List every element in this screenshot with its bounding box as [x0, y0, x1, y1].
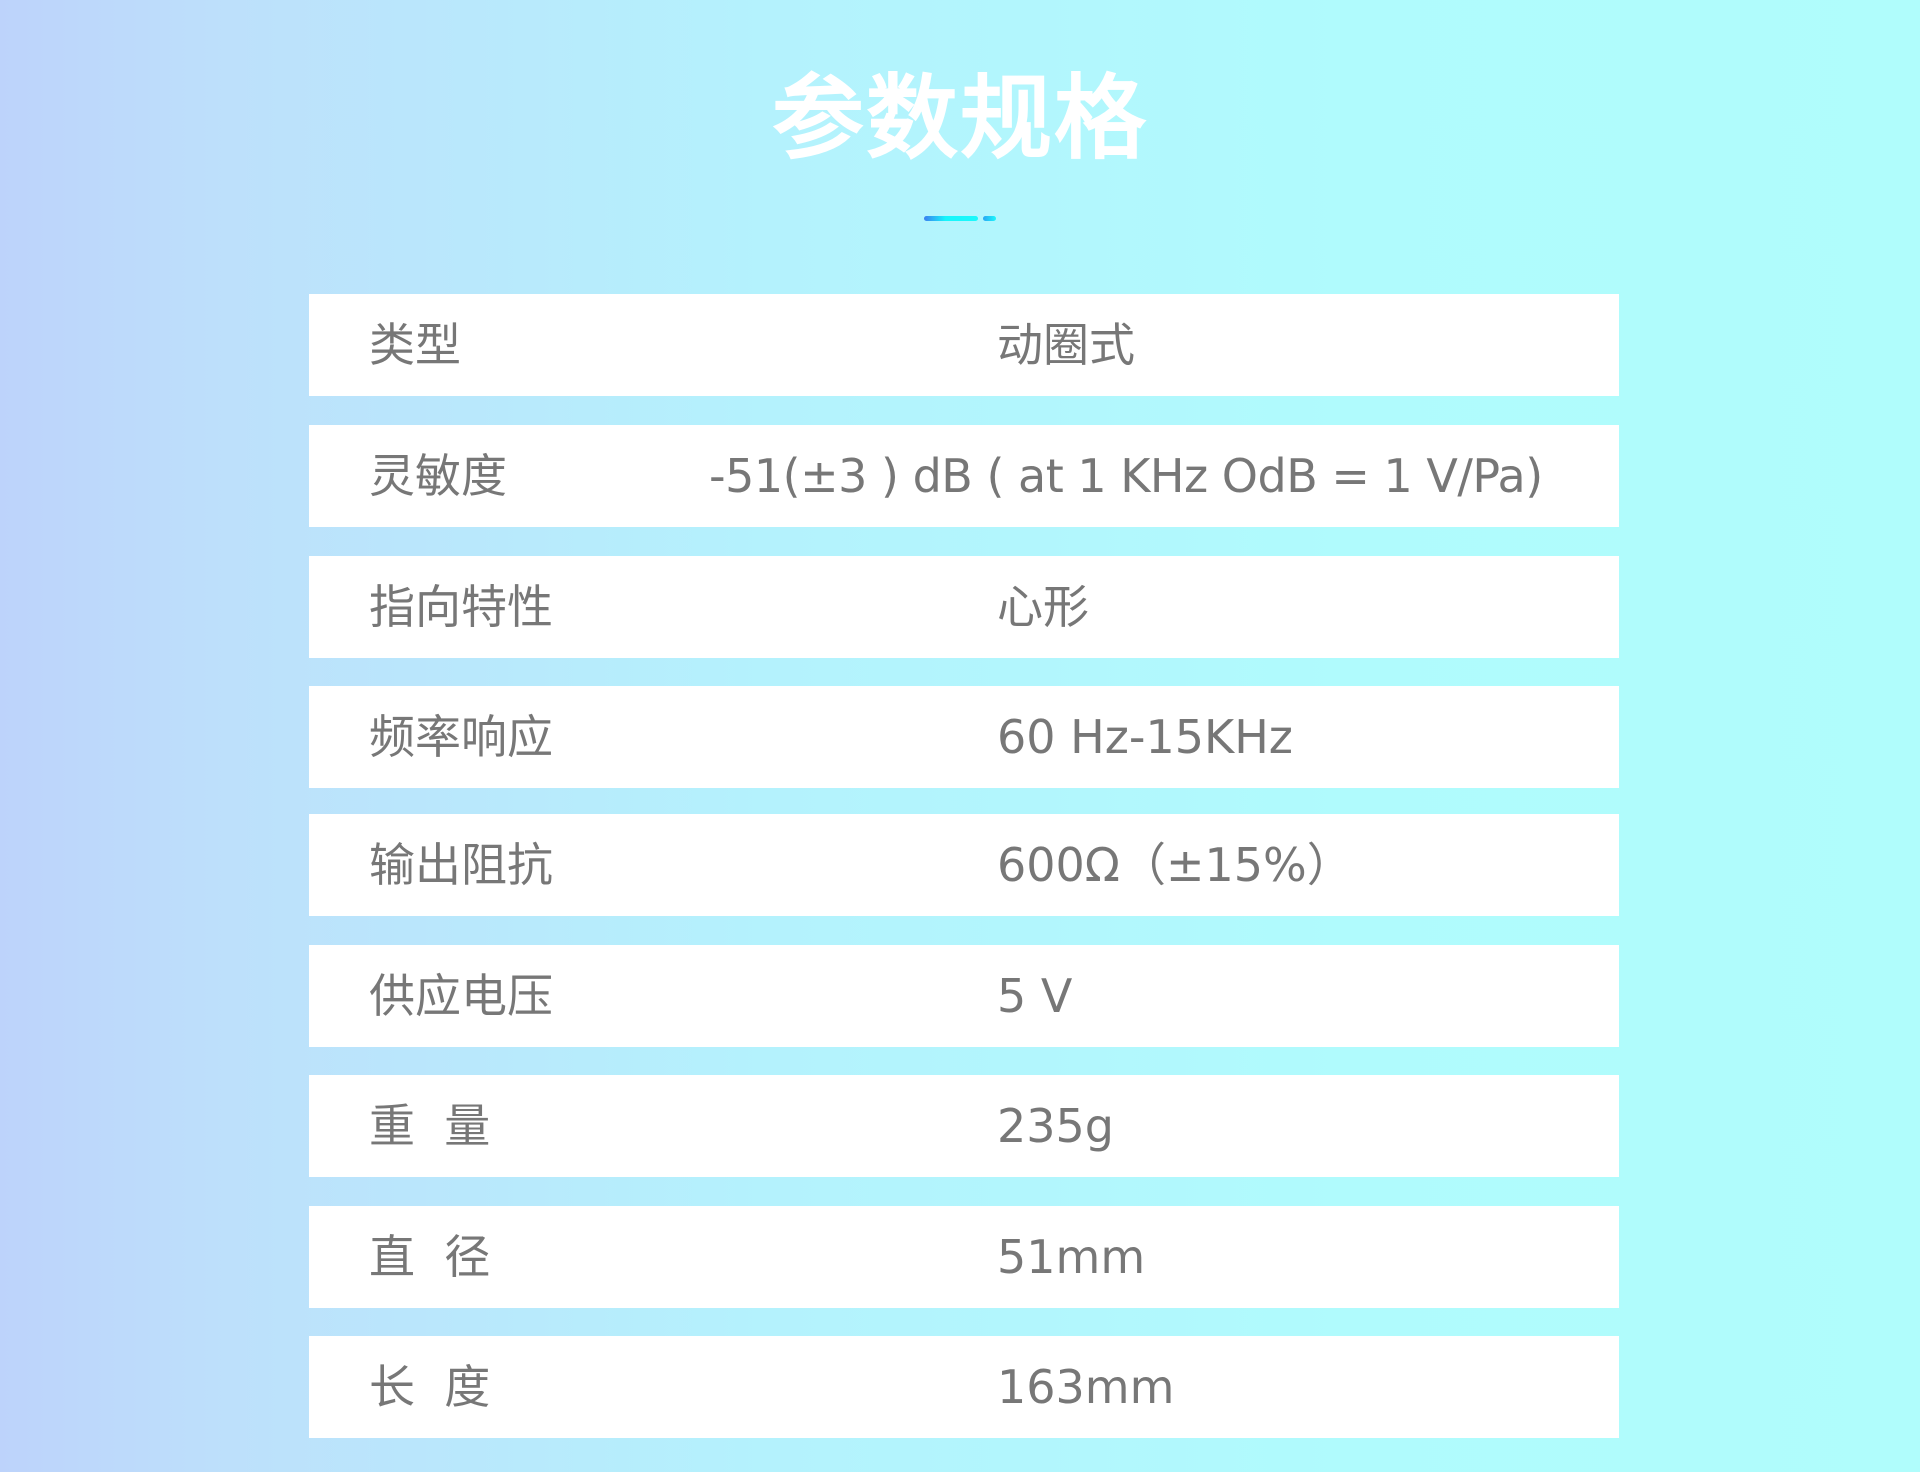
spec-label: 输出阻抗	[369, 838, 553, 892]
spec-row: 供应电压 5 V	[309, 945, 1619, 1047]
spec-value: 163mm	[997, 1360, 1175, 1414]
spec-row: 灵敏度 -51(±3 ) dB ( at 1 KHz OdB = 1 V/Pa)	[309, 425, 1619, 527]
spec-label: 类型	[369, 318, 461, 372]
spec-label: 指向特性	[369, 580, 553, 634]
spec-value: 235g	[997, 1099, 1114, 1153]
spec-value: 心形	[997, 580, 1089, 634]
spec-label: 直 径	[369, 1230, 491, 1284]
spec-label: 长 度	[369, 1360, 491, 1414]
spec-label: 灵敏度	[369, 449, 507, 503]
spec-row: 指向特性 心形	[309, 556, 1619, 658]
divider-bar-long	[924, 216, 978, 221]
spec-row: 输出阻抗 600Ω（±15%）	[309, 814, 1619, 916]
spec-label: 重 量	[369, 1099, 491, 1153]
spec-value: 60 Hz-15KHz	[997, 710, 1293, 764]
spec-value: 5 V	[997, 969, 1073, 1023]
spec-value: -51(±3 ) dB ( at 1 KHz OdB = 1 V/Pa)	[709, 449, 1543, 503]
spec-row: 长 度 163mm	[309, 1336, 1619, 1438]
divider-bar-short	[983, 216, 996, 221]
spec-label: 供应电压	[369, 969, 553, 1023]
page-title: 参数规格	[771, 65, 1148, 172]
spec-row: 频率响应 60 Hz-15KHz	[309, 686, 1619, 788]
spec-value: 600Ω（±15%）	[997, 838, 1353, 892]
spec-label: 频率响应	[369, 710, 553, 764]
spec-row: 直 径 51mm	[309, 1206, 1619, 1308]
spec-value: 动圈式	[997, 318, 1135, 372]
spec-value: 51mm	[997, 1230, 1146, 1284]
spec-row: 重 量 235g	[309, 1075, 1619, 1177]
spec-row: 类型 动圈式	[309, 294, 1619, 396]
